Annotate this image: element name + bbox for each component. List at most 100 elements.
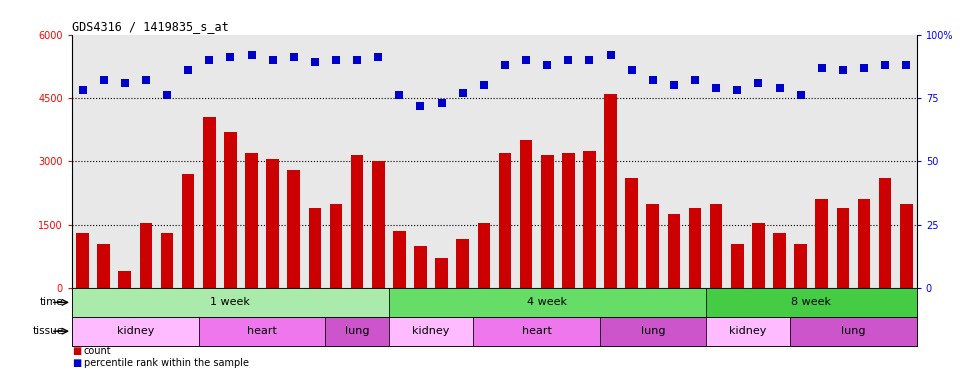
Point (434, 100, 449, 106)
Bar (498, 153, 512, 288)
Point (75, 87, 90, 93)
Text: heart: heart (247, 326, 277, 336)
Bar (435, 258, 448, 288)
Point (561, 57, 576, 63)
Bar (393, 231, 406, 288)
Bar (372, 161, 385, 288)
Bar (815, 199, 828, 288)
Point (772, 85, 787, 91)
Bar (836, 208, 850, 288)
Text: kidney: kidney (117, 326, 154, 336)
Point (835, 67, 851, 73)
Bar (72, 288, 389, 317)
Bar (878, 178, 892, 288)
Bar (199, 317, 325, 346)
Point (603, 52, 618, 58)
Text: time: time (40, 297, 63, 308)
Bar (667, 214, 681, 288)
Point (159, 92, 175, 98)
Bar (688, 208, 702, 288)
Bar (562, 153, 575, 288)
Text: 8 week: 8 week (791, 297, 831, 308)
Bar (794, 244, 807, 288)
Text: percentile rank within the sample: percentile rank within the sample (84, 358, 249, 368)
Bar (329, 204, 343, 288)
Text: lung: lung (841, 326, 866, 336)
Point (540, 62, 555, 68)
Bar (414, 246, 427, 288)
Point (371, 54, 386, 60)
Point (666, 82, 682, 88)
Point (117, 79, 132, 86)
Bar (773, 233, 786, 288)
Text: 4 week: 4 week (527, 297, 567, 308)
Point (265, 57, 280, 63)
Bar (473, 317, 600, 346)
Bar (604, 94, 617, 288)
Bar (72, 317, 199, 346)
Text: heart: heart (521, 326, 552, 336)
Text: ■: ■ (72, 346, 82, 356)
Point (244, 52, 259, 58)
Point (793, 92, 808, 98)
Bar (118, 271, 132, 288)
Point (328, 57, 344, 63)
Bar (266, 159, 279, 288)
Bar (245, 153, 258, 288)
Point (392, 92, 407, 98)
Bar (76, 233, 89, 288)
Bar (646, 204, 660, 288)
Bar (790, 317, 917, 346)
Bar (181, 174, 195, 288)
Bar (752, 223, 765, 288)
Bar (625, 178, 638, 288)
Bar (203, 117, 216, 288)
Bar (540, 155, 554, 288)
Point (856, 65, 872, 71)
Point (877, 62, 893, 68)
Bar (389, 317, 473, 346)
Bar (583, 151, 596, 288)
Point (413, 103, 428, 109)
Point (202, 57, 217, 63)
Text: count: count (84, 346, 111, 356)
Bar (706, 288, 917, 317)
Point (730, 87, 745, 93)
Bar (325, 317, 389, 346)
Point (455, 90, 470, 96)
Text: 1 week: 1 week (210, 297, 251, 308)
Bar (519, 140, 533, 288)
Bar (287, 170, 300, 288)
Bar (350, 155, 364, 288)
Text: kidney: kidney (413, 326, 449, 336)
Point (96, 77, 111, 83)
Point (138, 77, 154, 83)
Bar (389, 288, 706, 317)
Bar (224, 132, 237, 288)
Bar (600, 317, 706, 346)
Bar (97, 244, 110, 288)
Point (751, 79, 766, 86)
Point (286, 54, 301, 60)
Bar (456, 240, 469, 288)
Point (624, 67, 639, 73)
Point (476, 82, 492, 88)
Text: ■: ■ (72, 358, 82, 368)
Point (645, 77, 660, 83)
Text: lung: lung (345, 326, 370, 336)
Text: tissue: tissue (33, 326, 63, 336)
Text: GDS4316 / 1419835_s_at: GDS4316 / 1419835_s_at (72, 20, 228, 33)
Text: lung: lung (640, 326, 665, 336)
Point (223, 54, 238, 60)
Point (518, 57, 534, 63)
Bar (709, 204, 723, 288)
Bar (477, 223, 491, 288)
Point (708, 85, 724, 91)
Point (814, 65, 829, 71)
Bar (900, 204, 913, 288)
Point (349, 57, 365, 63)
Bar (308, 208, 322, 288)
Bar (731, 244, 744, 288)
Bar (160, 233, 174, 288)
Bar (139, 223, 153, 288)
